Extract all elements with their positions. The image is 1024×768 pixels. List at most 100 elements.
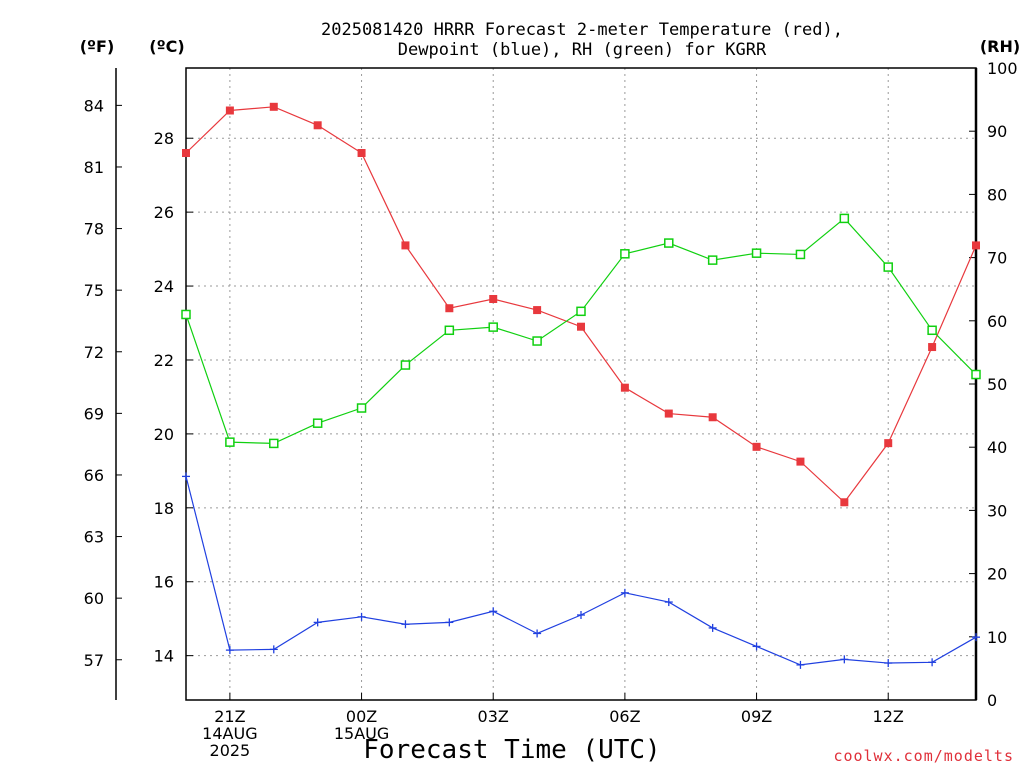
x-tick-label: 09Z xyxy=(741,707,772,726)
celsius-tick-label: 16 xyxy=(154,573,174,592)
temperature-point xyxy=(664,409,673,418)
rh-line xyxy=(185,217,977,445)
fahrenheit-unit-label: (ºF) xyxy=(80,37,115,56)
dewpoint-series xyxy=(182,472,980,669)
x-tick-label: 03Z xyxy=(478,707,509,726)
x-tick-label: 21Z xyxy=(214,707,245,726)
dewpoint-point xyxy=(620,588,629,597)
celsius-tick-label: 28 xyxy=(154,129,174,148)
temperature-point xyxy=(840,498,849,507)
rh-point xyxy=(927,325,937,336)
dewpoint-point xyxy=(928,658,937,667)
dewpoint-point xyxy=(577,610,585,619)
x-tick-label: 2025 xyxy=(210,741,251,760)
rh-point xyxy=(312,418,323,428)
fahrenheit-tick-label: 66 xyxy=(84,466,104,485)
rh-point xyxy=(620,249,630,259)
rh-series xyxy=(181,213,981,449)
rh-point xyxy=(444,325,455,336)
celsius-tick-label: 18 xyxy=(154,499,174,518)
rh-point xyxy=(225,437,235,447)
x-tick-label: 15AUG xyxy=(334,724,389,743)
x-tick-label: 14AUG xyxy=(202,724,257,743)
temperature-series xyxy=(182,102,980,507)
series-layer xyxy=(181,102,981,669)
fahrenheit-tick-label: 63 xyxy=(84,528,104,547)
rh-tick-label: 90 xyxy=(987,122,1007,141)
tick-labels: 14 16 18 20 22 24 26 28 57 60 63 66 69 72 75 78 81 84 0 10 2… xyxy=(84,59,1018,760)
temperature-point xyxy=(884,439,893,448)
temperature-point xyxy=(620,383,629,392)
dewpoint-point xyxy=(840,655,849,664)
rh-point xyxy=(664,238,674,248)
temperature-point xyxy=(708,413,717,422)
rh-point xyxy=(356,403,367,413)
celsius-tick-label: 20 xyxy=(154,425,174,444)
rh-tick-label: 20 xyxy=(987,565,1007,584)
temperature-point xyxy=(445,304,454,313)
rh-point xyxy=(269,438,279,449)
fahrenheit-tick-label: 78 xyxy=(84,220,104,239)
fahrenheit-tick-label: 72 xyxy=(84,343,104,362)
rh-unit-label: (RH) xyxy=(980,37,1020,56)
fahrenheit-tick-label: 81 xyxy=(84,158,104,177)
rh-tick-label: 0 xyxy=(987,691,997,710)
temperature-point xyxy=(533,306,542,315)
celsius-unit-label: (ºC) xyxy=(149,37,184,56)
x-tick-label: 06Z xyxy=(609,707,640,726)
temperature-point xyxy=(182,149,190,158)
dewpoint-point xyxy=(972,633,980,642)
celsius-tick-label: 26 xyxy=(154,203,174,222)
rh-tick-label: 50 xyxy=(987,375,1007,394)
celsius-tick-label: 14 xyxy=(154,647,174,666)
dewpoint-point xyxy=(313,618,322,627)
rh-tick-label: 70 xyxy=(987,249,1007,268)
rh-tick-label: 60 xyxy=(987,312,1007,331)
rh-point xyxy=(181,309,191,320)
fahrenheit-tick-label: 57 xyxy=(84,651,104,670)
rh-point xyxy=(751,248,762,258)
temperature-point xyxy=(357,149,366,158)
celsius-tick-label: 22 xyxy=(154,351,174,370)
temperature-point xyxy=(489,294,498,303)
grid-lines xyxy=(186,68,976,700)
dewpoint-line xyxy=(185,476,977,666)
chart-title-line2: Dewpoint (blue), RH (green) for KGRR xyxy=(398,40,767,60)
dewpoint-point xyxy=(269,645,278,654)
fahrenheit-tick-label: 60 xyxy=(84,589,104,608)
chart-title-line1: 2025081420 HRRR Forecast 2-meter Tempera… xyxy=(321,20,843,40)
dewpoint-point xyxy=(225,646,234,655)
rh-tick-label: 30 xyxy=(987,501,1007,520)
temperature-point xyxy=(577,322,585,331)
temperature-line xyxy=(185,106,977,504)
dewpoint-point xyxy=(533,629,542,638)
temperature-point xyxy=(796,457,805,466)
temperature-point xyxy=(928,343,937,352)
dewpoint-point xyxy=(182,472,190,481)
rh-point xyxy=(400,360,411,370)
celsius-tick-label: 24 xyxy=(154,277,174,296)
temperature-point xyxy=(269,102,278,111)
rh-tick-label: 10 xyxy=(987,628,1007,647)
dewpoint-point xyxy=(445,618,454,627)
rh-tick-label: 100 xyxy=(987,59,1018,78)
x-axis-title: Forecast Time (UTC) xyxy=(363,735,660,765)
temperature-point xyxy=(225,106,234,115)
temperature-point xyxy=(972,241,980,250)
credit-text[interactable]: coolwx.com/modelts xyxy=(833,747,1014,765)
rh-tick-label: 40 xyxy=(987,438,1007,457)
plot-frame xyxy=(185,67,977,701)
rh-point xyxy=(883,262,893,272)
rh-point xyxy=(795,249,806,260)
fahrenheit-tick-label: 75 xyxy=(84,281,104,300)
dewpoint-point xyxy=(708,623,717,632)
dewpoint-point xyxy=(401,620,410,629)
rh-point xyxy=(839,213,850,224)
temperature-point xyxy=(752,442,761,451)
dewpoint-point xyxy=(752,642,761,651)
fahrenheit-tick-label: 69 xyxy=(84,404,104,423)
x-tick-label: 00Z xyxy=(346,707,377,726)
rh-point xyxy=(707,255,718,265)
dewpoint-point xyxy=(489,607,498,616)
temperature-point xyxy=(313,121,322,130)
